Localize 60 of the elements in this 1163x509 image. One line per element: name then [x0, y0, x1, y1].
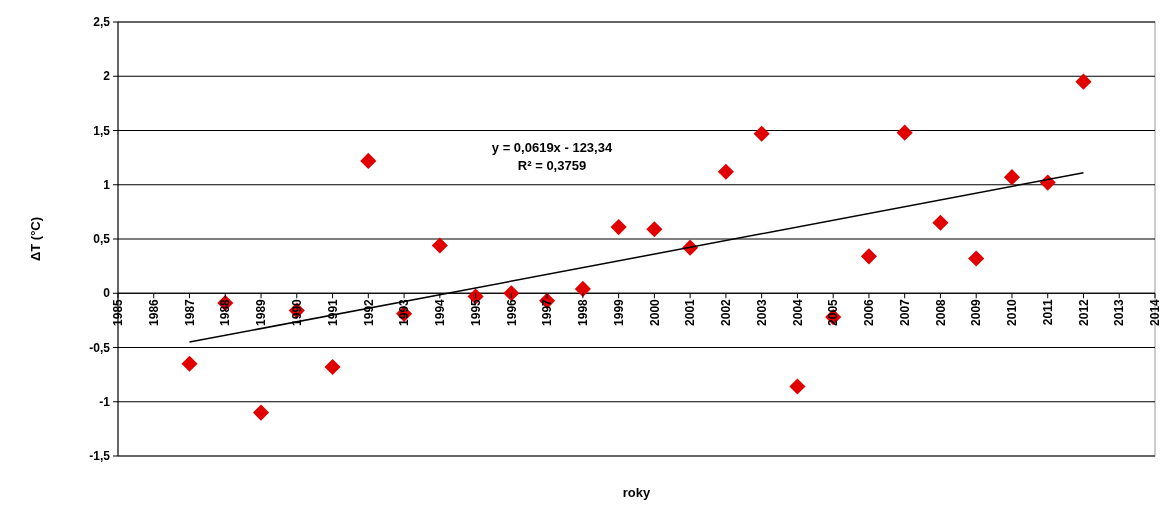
- y-tick-label: -1: [99, 394, 111, 409]
- x-tick-label: 1986: [146, 298, 161, 326]
- point: [324, 358, 341, 376]
- point: [968, 250, 985, 267]
- point: [1075, 73, 1092, 90]
- point: [860, 248, 877, 265]
- x-tick-label: 2008: [933, 298, 948, 326]
- x-tick-label: 1995: [468, 298, 483, 326]
- point: [1003, 169, 1021, 186]
- x-tick-label: 1991: [325, 298, 340, 326]
- point: [181, 355, 198, 372]
- y-tick-label: 2,5: [93, 15, 111, 30]
- point: [717, 163, 734, 180]
- x-tick-label: 1998: [576, 298, 591, 326]
- y-axis-title: ΔT (°C): [28, 216, 43, 262]
- x-tick-label: 2004: [790, 298, 805, 326]
- y-tick-label: 1,5: [93, 123, 111, 138]
- x-tick-label: 2001: [683, 298, 698, 326]
- x-tick-label: 1999: [611, 298, 626, 326]
- point: [610, 219, 627, 236]
- x-tick-label: 2009: [969, 298, 984, 326]
- x-tick-label: 2013: [1112, 298, 1127, 326]
- x-tick-label: 2006: [862, 298, 877, 326]
- x-tick-label: 2005: [826, 298, 841, 326]
- point: [431, 237, 448, 254]
- point: [360, 152, 377, 169]
- x-tick-label: 1994: [433, 298, 448, 326]
- y-tick-label: 0,5: [93, 232, 111, 247]
- x-tick-label: 1985: [111, 298, 126, 326]
- point: [574, 280, 591, 297]
- x-tick-label: 2014: [1148, 298, 1163, 326]
- point: [252, 404, 270, 421]
- x-tick-label: 2010: [1005, 298, 1020, 326]
- y-tick-label: -1,5: [89, 449, 111, 464]
- x-tick-label: 2012: [1076, 298, 1091, 326]
- x-tick-label: 1988: [218, 298, 233, 326]
- annotation: y = 0,0619x - 123,34: [491, 140, 613, 155]
- x-tick-label: 1989: [254, 298, 269, 326]
- point: [789, 378, 806, 395]
- x-tick-label: 2011: [1040, 298, 1055, 326]
- y-tick-label: -0,5: [89, 340, 111, 355]
- x-tick-label: 1992: [361, 298, 376, 326]
- y-tick-label: 0: [103, 286, 111, 301]
- x-tick-label: 1997: [540, 298, 555, 326]
- y-tick-label: 1: [103, 177, 111, 192]
- y-tick-label: 2: [103, 69, 111, 84]
- annotation: R² = 0,3759: [517, 158, 587, 173]
- point: [932, 214, 949, 231]
- point: [646, 221, 663, 238]
- x-tick-label: 1996: [504, 298, 519, 326]
- x-axis-title: roky: [622, 485, 651, 500]
- x-tick-label: 2003: [754, 298, 769, 326]
- x-tick-label: 2000: [647, 298, 662, 326]
- point: [753, 125, 770, 142]
- point: [896, 124, 913, 141]
- x-tick-label: 1990: [289, 298, 304, 326]
- x-tick-label: 1987: [182, 298, 197, 326]
- x-tick-label: 2002: [719, 298, 734, 326]
- x-tick-label: 1993: [397, 298, 412, 326]
- x-tick-label: 2007: [897, 298, 912, 326]
